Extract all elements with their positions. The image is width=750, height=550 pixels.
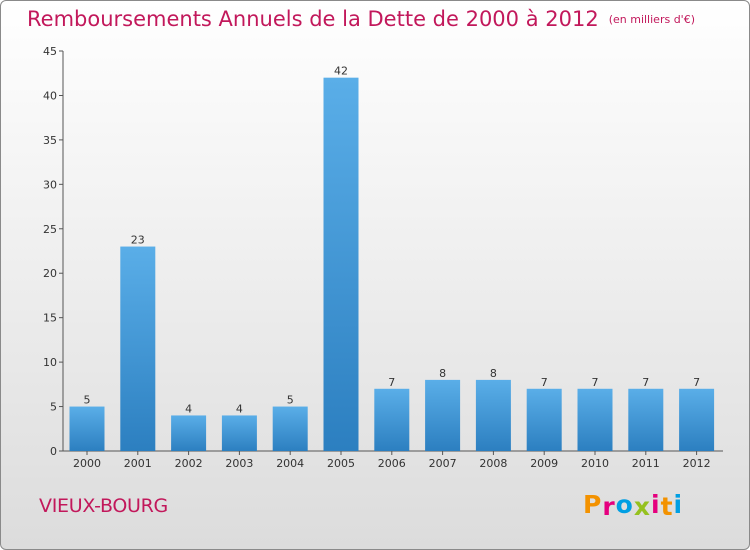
logo-letter: i xyxy=(673,490,683,519)
x-tick-label: 2008 xyxy=(479,457,507,470)
y-tick-label: 30 xyxy=(43,178,57,191)
bar xyxy=(69,406,105,451)
bar xyxy=(120,246,156,451)
x-tick-label: 2007 xyxy=(429,457,457,470)
data-label: 8 xyxy=(439,367,446,380)
bar xyxy=(425,379,461,451)
x-tick-label: 2009 xyxy=(530,457,558,470)
x-tick-label: 2000 xyxy=(73,457,101,470)
logo-letter: t xyxy=(660,492,673,521)
bar xyxy=(679,388,715,451)
bar xyxy=(475,379,511,451)
bar xyxy=(272,406,308,451)
y-tick-label: 15 xyxy=(43,312,57,325)
x-tick-label: 2004 xyxy=(276,457,304,470)
logo-letter: P xyxy=(583,490,602,519)
data-label: 7 xyxy=(642,376,649,389)
data-label: 7 xyxy=(592,376,599,389)
bar xyxy=(323,77,359,452)
data-label: 7 xyxy=(388,376,395,389)
logo-letter: i xyxy=(651,490,660,519)
x-tick-label: 2001 xyxy=(124,457,152,470)
x-tick-label: 2012 xyxy=(683,457,711,470)
data-label: 42 xyxy=(334,65,348,78)
data-label: 5 xyxy=(287,394,294,407)
bar xyxy=(526,388,562,451)
y-tick-label: 10 xyxy=(43,356,57,369)
chart-title: Remboursements Annuels de la Dette de 20… xyxy=(27,7,695,31)
y-tick-label: 45 xyxy=(43,45,57,58)
x-tick-label: 2011 xyxy=(632,457,660,470)
bar xyxy=(374,388,410,451)
bar xyxy=(628,388,664,451)
data-labels: 5 23 4 4 5 42 7 8 8 7 7 7 7 xyxy=(84,65,701,416)
y-tick-label: 35 xyxy=(43,134,57,147)
y-tick-label: 40 xyxy=(43,89,57,102)
logo-letter: x xyxy=(633,492,650,521)
chart-title-text: Remboursements Annuels de la Dette de 20… xyxy=(27,7,599,31)
x-tick-label: 2003 xyxy=(225,457,253,470)
data-label: 7 xyxy=(541,376,548,389)
bar xyxy=(221,415,257,451)
x-tick-label: 2002 xyxy=(175,457,203,470)
logo-letter: o xyxy=(615,490,633,519)
y-tick-label: 20 xyxy=(43,267,57,280)
y-tick-label: 25 xyxy=(43,223,57,236)
bars xyxy=(69,77,715,452)
x-tick-label: 2005 xyxy=(327,457,355,470)
data-label: 23 xyxy=(131,234,145,247)
chart-unit: (en milliers d'€) xyxy=(608,13,695,26)
y-tick-label: 5 xyxy=(50,401,57,414)
x-tick-label: 2006 xyxy=(378,457,406,470)
data-label: 7 xyxy=(693,376,700,389)
data-label: 8 xyxy=(490,367,497,380)
data-label: 5 xyxy=(84,394,91,407)
logo-letter: r xyxy=(602,492,615,521)
commune-name: VIEUX-BOURG xyxy=(39,495,168,517)
data-label: 4 xyxy=(185,402,192,415)
x-tick-label: 2010 xyxy=(581,457,609,470)
bar xyxy=(171,415,207,451)
data-label: 4 xyxy=(236,402,243,415)
bar xyxy=(577,388,613,451)
y-tick-label: 0 xyxy=(50,445,57,458)
